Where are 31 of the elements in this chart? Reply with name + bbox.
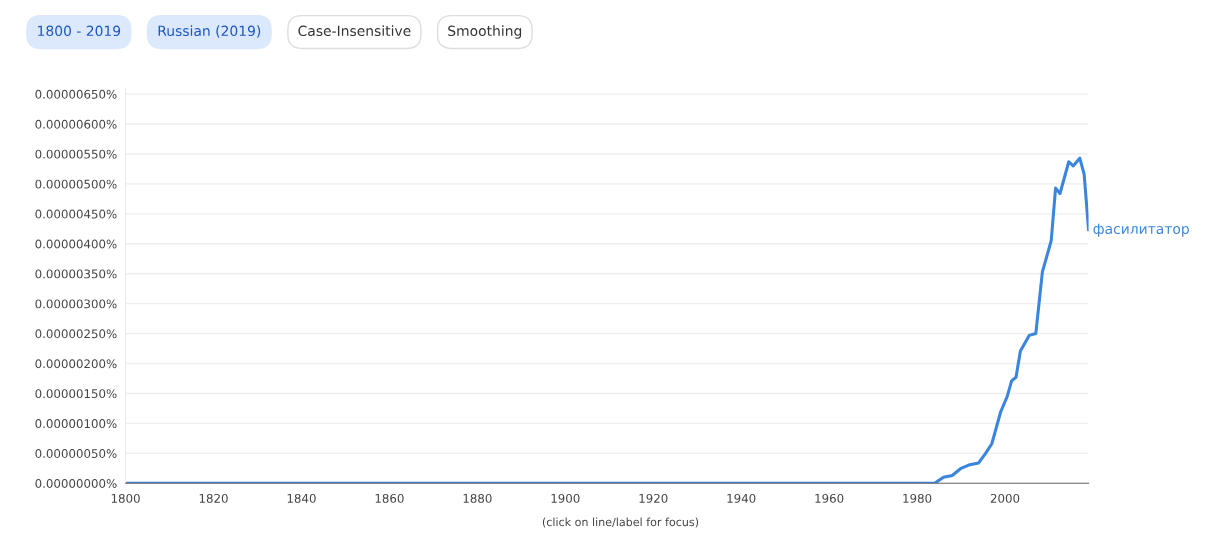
y-tick-label: 0.00000600% — [35, 119, 117, 129]
series-label: фасилитатор — [1093, 223, 1189, 237]
y-tick-label: 0.00000550% — [35, 149, 117, 159]
y-tick-label: 0.00000150% — [35, 389, 117, 399]
y-tick-label: 0.00000400% — [35, 239, 117, 249]
y-tick-label: 0.00000450% — [35, 209, 117, 219]
x-tick-label: 1900 — [551, 493, 580, 503]
text: Smoothing — [448, 25, 522, 39]
x-tick-label: 2000 — [990, 493, 1020, 503]
text: Russian (2019) — [158, 25, 261, 38]
x-tick-label: 1920 — [639, 493, 668, 503]
y-tick-label: 0.00000650% — [35, 89, 117, 99]
x-tick-label: 1880 — [463, 493, 492, 503]
text: (click on line/label for focus) — [542, 517, 699, 528]
y-tick-label: 0.00000300% — [35, 299, 117, 309]
y-tick-label: 0.00000050% — [35, 449, 117, 458]
y-tick-label: 0.00000100% — [35, 419, 117, 429]
x-tick-label: 1980 — [903, 493, 932, 503]
y-tick-label: 0.00000350% — [35, 269, 117, 279]
text: Case-Insensitive — [298, 25, 411, 37]
x-tick-label: 1960 — [815, 493, 844, 503]
y-tick-label: 0.00000250% — [35, 329, 117, 339]
y-tick-label: 0.00000000% — [35, 478, 117, 488]
text: 1800 - 2019 — [38, 25, 121, 37]
y-tick-label: 0.00000500% — [35, 179, 117, 189]
x-tick-label: 1860 — [375, 493, 404, 503]
x-tick-label: 1840 — [287, 493, 316, 503]
x-tick-label: 1940 — [727, 493, 756, 503]
x-tick-label: 1820 — [199, 493, 228, 503]
y-tick-label: 0.00000200% — [35, 359, 117, 369]
x-tick-label: 1800 — [111, 493, 140, 503]
